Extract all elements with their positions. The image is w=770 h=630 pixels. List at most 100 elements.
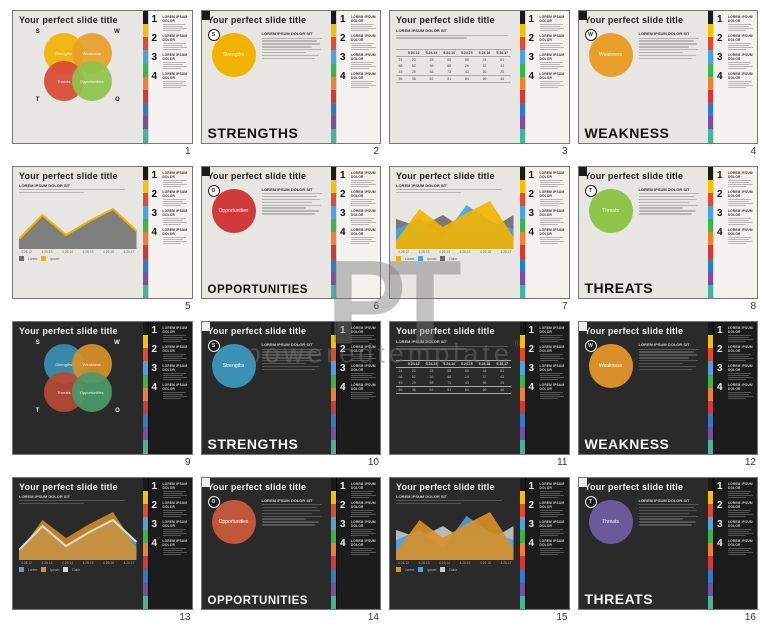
big-word: WEAKNESS (585, 436, 670, 452)
slide-thumb-12: Your perfect slide title W Weakness LORE… (578, 321, 759, 455)
slide-sidebar: 1LOREM IPSUM DOLOR2LOREM IPSUM DOLOR3LOR… (148, 322, 192, 454)
circle-badge: T (585, 496, 597, 508)
slide-cell[interactable]: Your perfect slide title LOREM IPSUM DOL… (389, 321, 570, 469)
corner-accent (202, 322, 210, 331)
slide-number: 16 (578, 610, 759, 624)
threats-circle: T Threats (589, 189, 633, 233)
corner-accent (579, 11, 587, 20)
swot-venn: S W T O Strengths Weakness Threats Oppor… (38, 31, 118, 101)
swot-venn: S W T O Strengths Weakness Threats Oppor… (38, 342, 118, 412)
slide-number: 12 (578, 455, 759, 469)
slide-title: Your perfect slide title (208, 15, 326, 25)
strengths-circle: S Strengths (212, 33, 256, 77)
line-chart (19, 199, 137, 249)
corner-accent (202, 11, 210, 20)
slide-sidebar: 1LOREM IPSUM DOLOR2LOREM IPSUM DOLOR3LOR… (336, 322, 380, 454)
slide-title: Your perfect slide title (19, 326, 137, 336)
slide-title: Your perfect slide title (396, 482, 514, 492)
slide-cell[interactable]: Your perfect slide title LOREM IPSUM DOL… (12, 477, 193, 625)
corner-accent (579, 167, 587, 176)
slide-cell[interactable]: Your perfect slide title S Strengths LOR… (201, 321, 382, 469)
chart-xaxis: 4.26.124.26.134.26.144.26.154.26.164.26.… (396, 561, 514, 565)
slide-title: Your perfect slide title (208, 326, 326, 336)
big-word: STRENGTHS (208, 436, 299, 452)
slide-thumb-5: Your perfect slide title LOREM IPSUM DOL… (12, 166, 193, 300)
slide-number: 2 (201, 144, 382, 158)
slide-sidebar: 1LOREM IPSUM DOLOR2LOREM IPSUM DOLOR3LOR… (525, 11, 569, 143)
venn-opportunities: Opportunities (72, 61, 112, 101)
circle-badge: W (585, 29, 597, 41)
slide-cell[interactable]: Your perfect slide title W Weakness LORE… (578, 10, 759, 158)
slide-number: 3 (389, 144, 570, 158)
big-word: WEAKNESS (585, 125, 670, 141)
slide-cell[interactable]: Your perfect slide title S W T O Strengt… (12, 10, 193, 158)
circle-badge: O (208, 496, 220, 508)
slide-title: Your perfect slide title (585, 15, 703, 25)
slide-title: Your perfect slide title (396, 15, 514, 25)
slide-sidebar: 1LOREM IPSUM DOLOR2LOREM IPSUM DOLOR3LOR… (713, 11, 757, 143)
slide-thumb-10: Your perfect slide title S Strengths LOR… (201, 321, 382, 455)
slide-number: 1 (12, 144, 193, 158)
slide-cell[interactable]: Your perfect slide title T Threats LOREM… (578, 477, 759, 625)
slide-sidebar: 1LOREM IPSUM DOLOR2LOREM IPSUM DOLOR3LOR… (525, 322, 569, 454)
corner-accent (579, 322, 587, 331)
big-word: OPPORTUNITIES (208, 284, 308, 296)
opportunities-circle: O Opportunities (212, 500, 256, 544)
slide-thumb-11: Your perfect slide title LOREM IPSUM DOL… (389, 321, 570, 455)
body-text: LOREM IPSUM DOLOR SIT (262, 342, 326, 388)
circle-badge: W (585, 340, 597, 352)
slide-number: 14 (201, 610, 382, 624)
slide-thumb-7: Your perfect slide title LOREM IPSUM DOL… (389, 166, 570, 300)
slide-title: Your perfect slide title (585, 326, 703, 336)
corner-accent (202, 478, 210, 487)
slide-number: 7 (389, 299, 570, 313)
slide-cell[interactable]: Your perfect slide title T Threats LOREM… (578, 166, 759, 314)
body-text: LOREM IPSUM DOLOR SIT (396, 28, 514, 39)
slide-cell[interactable]: Your perfect slide title LOREM IPSUM DOL… (389, 10, 570, 158)
slide-title: Your perfect slide title (585, 482, 703, 492)
data-table: 5.24.125.24.135.24.145.24.155.24.165.24.… (396, 360, 511, 394)
slide-number: 11 (389, 455, 570, 469)
slide-thumb-2: Your perfect slide title S Strengths LOR… (201, 10, 382, 144)
body-text: LOREM IPSUM DOLOR SIT (396, 339, 514, 350)
slide-thumb-8: Your perfect slide title T Threats LOREM… (578, 166, 759, 300)
slide-number: 6 (201, 299, 382, 313)
slide-cell[interactable]: Your perfect slide title LOREM IPSUM DOL… (389, 477, 570, 625)
slide-title: Your perfect slide title (19, 482, 137, 492)
slide-thumb-6: Your perfect slide title O Opportunities… (201, 166, 382, 300)
body-text: LOREM IPSUM DOLOR SIT (262, 498, 326, 544)
slide-cell[interactable]: Your perfect slide title W Weakness LORE… (578, 321, 759, 469)
slide-cell[interactable]: Your perfect slide title O Opportunities… (201, 477, 382, 625)
slide-cell[interactable]: Your perfect slide title S W T O Strengt… (12, 321, 193, 469)
chart-xaxis: 4.26.124.26.134.26.144.26.154.26.164.26.… (19, 250, 137, 254)
slide-sidebar: 1LOREM IPSUM DOLOR2LOREM IPSUM DOLOR3LOR… (713, 167, 757, 299)
slide-number: 4 (578, 144, 759, 158)
slide-cell[interactable]: Your perfect slide title O Opportunities… (201, 166, 382, 314)
circle-badge: S (208, 29, 220, 41)
big-word: STRENGTHS (208, 125, 299, 141)
slide-number: 8 (578, 299, 759, 313)
slide-title: Your perfect slide title (396, 326, 514, 336)
circle-badge: T (585, 185, 597, 197)
weakness-circle: W Weakness (589, 344, 633, 388)
slide-thumb-9: Your perfect slide title S W T O Strengt… (12, 321, 193, 455)
body-text: LOREM IPSUM DOLOR SIT (639, 31, 703, 77)
slide-cell[interactable]: Your perfect slide title S Strengths LOR… (201, 10, 382, 158)
body-text: LOREM IPSUM DOLOR SIT (639, 498, 703, 544)
slide-sidebar: 1LOREM IPSUM DOLOR2LOREM IPSUM DOLOR3LOR… (713, 322, 757, 454)
slide-thumb-1: Your perfect slide title S W T O Strengt… (12, 10, 193, 144)
slide-cell[interactable]: Your perfect slide title LOREM IPSUM DOL… (389, 166, 570, 314)
strengths-circle: S Strengths (212, 344, 256, 388)
body-text: LOREM IPSUM DOLOR SIT (396, 494, 514, 505)
body-text: LOREM IPSUM DOLOR SIT (19, 183, 137, 194)
area-chart (396, 199, 514, 249)
big-word: THREATS (585, 280, 654, 296)
slide-sidebar: 1LOREM IPSUM DOLOR2LOREM IPSUM DOLOR3LOR… (148, 478, 192, 610)
body-text: LOREM IPSUM DOLOR SIT (639, 342, 703, 388)
slide-thumb-4: Your perfect slide title W Weakness LORE… (578, 10, 759, 144)
body-text: LOREM IPSUM DOLOR SIT (262, 31, 326, 77)
slide-cell[interactable]: Your perfect slide title LOREM IPSUM DOL… (12, 166, 193, 314)
slide-sidebar: 1LOREM IPSUM DOLOR2LOREM IPSUM DOLOR3LOR… (148, 167, 192, 299)
slide-sidebar: 1LOREM IPSUM DOLOR2LOREM IPSUM DOLOR3LOR… (336, 11, 380, 143)
slide-number: 13 (12, 610, 193, 624)
